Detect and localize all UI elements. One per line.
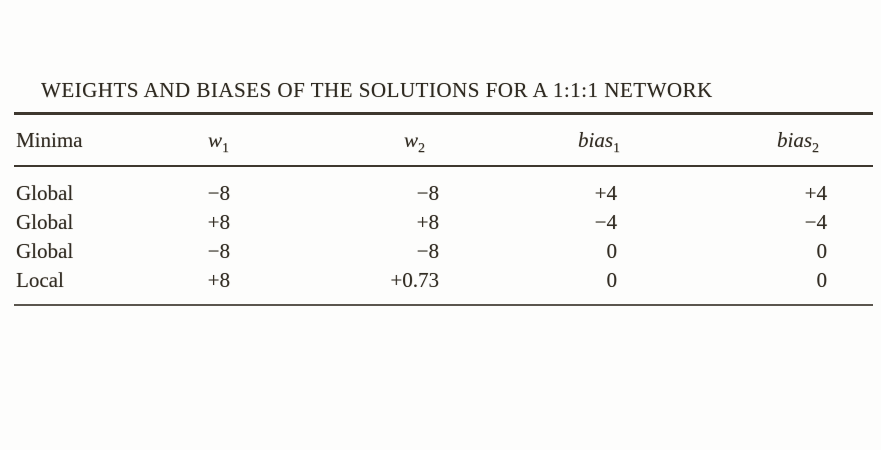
table-title: WEIGHTS AND BIASES OF THE SOLUTIONS FOR … <box>41 78 713 102</box>
cell-minima: Global <box>16 210 74 234</box>
cell-minima: Global <box>16 181 74 205</box>
cell-bias2: −4 <box>804 210 827 234</box>
cell-bias2: 0 <box>816 239 828 263</box>
column-header-w2: w2 <box>259 113 469 167</box>
cell-w1: −8 <box>207 181 230 205</box>
table-row: Global +8 +8 −4 −4 <box>14 208 873 237</box>
cell-bias1: −4 <box>594 210 617 234</box>
header-label: bias <box>577 127 613 152</box>
cell-w1: −8 <box>207 239 230 263</box>
column-header-bias2: bias2 <box>644 113 873 167</box>
header-subscript: 2 <box>418 140 425 156</box>
cell-w2: +8 <box>416 210 439 234</box>
column-header-minima: Minima <box>14 113 189 167</box>
cell-bias2: 0 <box>816 268 828 292</box>
header-row: Minima w1 w2 bias1 bias2 <box>14 113 873 167</box>
header-subscript: 1 <box>222 140 229 156</box>
weights-table-container: Minima w1 w2 bias1 bias2 <box>14 112 873 306</box>
table-row: Global −8 −8 0 0 <box>14 237 873 266</box>
weights-biases-table: Minima w1 w2 bias1 bias2 <box>14 112 873 306</box>
table-header: Minima w1 w2 bias1 bias2 <box>14 113 873 167</box>
table-row: Global −8 −8 +4 +4 <box>14 166 873 208</box>
cell-w2: −8 <box>416 181 439 205</box>
header-label: w <box>207 127 222 152</box>
cell-bias1: 0 <box>606 239 618 263</box>
cell-minima: Global <box>16 239 74 263</box>
cell-w1: +8 <box>207 210 230 234</box>
cell-w1: +8 <box>207 268 230 292</box>
header-label: bias <box>776 127 812 152</box>
header-subscript: 2 <box>812 140 819 156</box>
column-header-w1: w1 <box>189 113 259 167</box>
cell-w2: −8 <box>416 239 439 263</box>
table-body: Global −8 −8 +4 +4 Global +8 +8 −4 −4 Gl… <box>14 166 873 305</box>
cell-w2: +0.73 <box>390 268 439 292</box>
cell-bias2: +4 <box>804 181 827 205</box>
header-label: w <box>403 127 418 152</box>
cell-bias1: +4 <box>594 181 617 205</box>
cell-minima: Local <box>16 268 64 292</box>
cell-bias1: 0 <box>606 268 618 292</box>
header-label: Minima <box>16 127 83 152</box>
column-header-bias1: bias1 <box>469 113 644 167</box>
header-subscript: 1 <box>613 140 620 156</box>
table-row: Local +8 +0.73 0 0 <box>14 266 873 305</box>
